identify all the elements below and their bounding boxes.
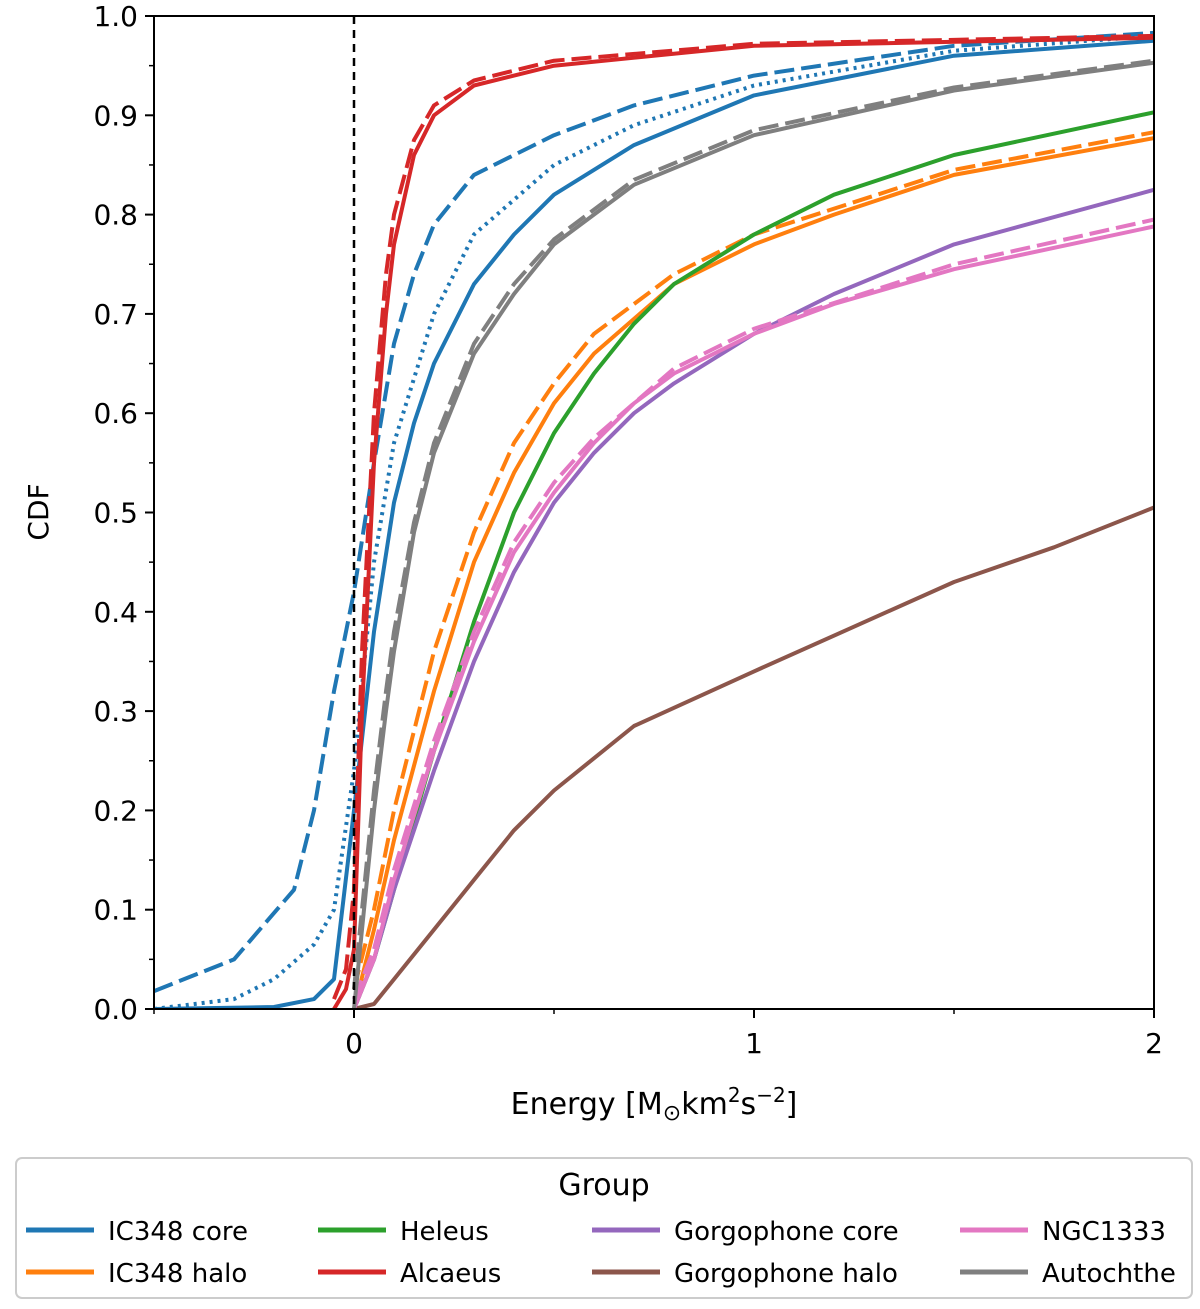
legend-label: Autochthe — [1042, 1259, 1176, 1289]
y-tick-label: 1.0 — [93, 0, 138, 33]
legend-label: Heleus — [400, 1217, 489, 1247]
x-axis-label-sup: −2 — [756, 1083, 785, 1107]
y-tick-label: 0.3 — [93, 695, 138, 728]
legend-label: Gorgophone core — [674, 1217, 899, 1247]
series-line-4-solid — [352, 187, 1154, 1009]
y-tick-label: 0.9 — [93, 99, 138, 132]
series-line-0-dashed — [154, 30, 1154, 993]
series-line-7-dashed — [352, 58, 1154, 990]
x-axis-label-sup: 2 — [728, 1083, 741, 1107]
y-tick-label: 0.6 — [93, 397, 138, 430]
series-line-0-solid — [154, 38, 1154, 1009]
x-tick-label: 1 — [745, 1027, 763, 1060]
legend-label: NGC1333 — [1042, 1217, 1166, 1247]
x-axis-label-part: s — [741, 1087, 757, 1122]
legend-label: Alcaeus — [400, 1259, 501, 1289]
x-axis-label-part: Energy [M — [511, 1087, 663, 1122]
series-line-0-dotted — [154, 33, 1154, 1009]
x-tick-label: 2 — [1145, 1027, 1163, 1060]
legend-label: Gorgophone halo — [674, 1259, 898, 1289]
y-tick-label: 0.1 — [93, 894, 138, 927]
series-line-7-solid — [352, 60, 1154, 1009]
legend-label: IC348 core — [108, 1217, 248, 1247]
y-tick-label: 0.8 — [93, 199, 138, 232]
x-axis-label-part: ] — [786, 1087, 798, 1122]
series-line-1-dashed — [352, 130, 1154, 990]
y-axis-label: CDF — [22, 483, 55, 540]
y-tick-label: 0.7 — [93, 298, 138, 331]
y-axis: 0.0 0.1 0.2 0.3 0.4 0.5 0.6 0.7 0.8 0.9 1.0 — [93, 0, 154, 1026]
x-axis-label: Energy [M⊙km2s−2] — [511, 1083, 798, 1126]
series-line-1-solid — [352, 136, 1154, 1009]
legend-entries: IC348 core IC348 halo Heleus Alcaeus Gorgoph… — [26, 1217, 1176, 1289]
x-axis: 0 1 2 — [153, 1009, 1163, 1060]
x-tick-label: 0 — [345, 1027, 363, 1060]
x-axis-label-part: km — [681, 1087, 728, 1122]
series-line-3-solid — [332, 35, 1154, 1009]
y-tick-label: 0.2 — [93, 794, 138, 827]
y-tick-label: 0.5 — [93, 497, 138, 530]
y-tick-label: 0.4 — [93, 596, 138, 629]
y-tick-label: 0.0 — [93, 993, 138, 1026]
x-axis-label-sub: ⊙ — [663, 1101, 681, 1126]
series-line-3-dashed — [332, 33, 1154, 1000]
series-line-6-dashed — [352, 217, 1154, 1000]
legend-title: Group — [558, 1168, 649, 1203]
series-lines — [154, 30, 1154, 1009]
legend: Group IC348 core IC348 halo Heleus Alcaeus G… — [15, 1157, 1193, 1299]
legend-label: IC348 halo — [108, 1259, 247, 1289]
series-line-5-solid — [353, 505, 1154, 1009]
